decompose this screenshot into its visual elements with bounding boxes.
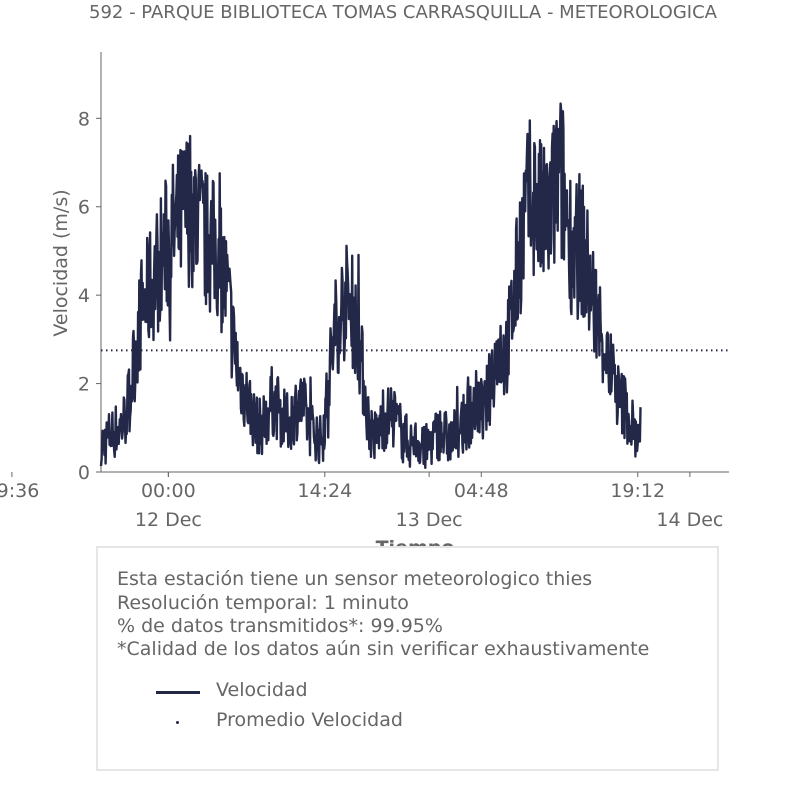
x-tick-label: 19:12 [610, 480, 665, 502]
x-tick-label: 04:48 [454, 480, 509, 502]
x-date-label: 13 Dec [396, 509, 463, 531]
axes [100, 52, 729, 473]
x-tick-label: 14:24 [297, 480, 352, 502]
x-ticks: 09:36 00:00 14:24 04:48 19:12 12 Dec 13 Dec 14 … [0, 472, 723, 531]
x-date-label: 14 Dec [656, 509, 723, 531]
legend-dot-swatch [176, 721, 179, 724]
y-ticks: 0 2 4 6 8 [78, 108, 101, 484]
info-line-quality-note: *Calidad de los datos aún sin verificar … [117, 638, 650, 660]
x-tick-label: 00:00 [141, 480, 196, 502]
info-box: Esta estación tiene un sensor meteorolog… [96, 546, 719, 771]
x-date-label: 12 Dec [135, 509, 202, 531]
y-tick-label: 0 [78, 462, 90, 484]
legend-label-velocidad: Velocidad [216, 679, 308, 701]
info-line-resolution: Resolución temporal: 1 minuto [117, 592, 409, 614]
chart-title: 592 - PARQUE BIBLIOTECA TOMAS CARRASQUIL… [89, 2, 717, 23]
y-axis-label: Velocidad (m/s) [50, 189, 72, 336]
y-tick-label: 2 [78, 374, 90, 396]
velocidad-line [99, 102, 642, 469]
legend-line-swatch [156, 691, 200, 694]
series [99, 102, 729, 469]
info-line-transmitted: % de datos transmitidos*: 99.95% [117, 615, 443, 637]
y-tick-label: 8 [78, 108, 90, 130]
legend-label-promedio: Promedio Velocidad [216, 709, 403, 731]
info-line-sensor: Esta estación tiene un sensor meteorolog… [117, 568, 593, 590]
y-tick-label: 6 [78, 197, 90, 219]
x-tick-label: 09:36 [0, 480, 39, 502]
chart-plot: 0 2 4 6 8 09:36 00:00 14:24 04:48 19:12 12 Dec 13 … [0, 52, 729, 559]
y-tick-label: 4 [78, 285, 90, 307]
